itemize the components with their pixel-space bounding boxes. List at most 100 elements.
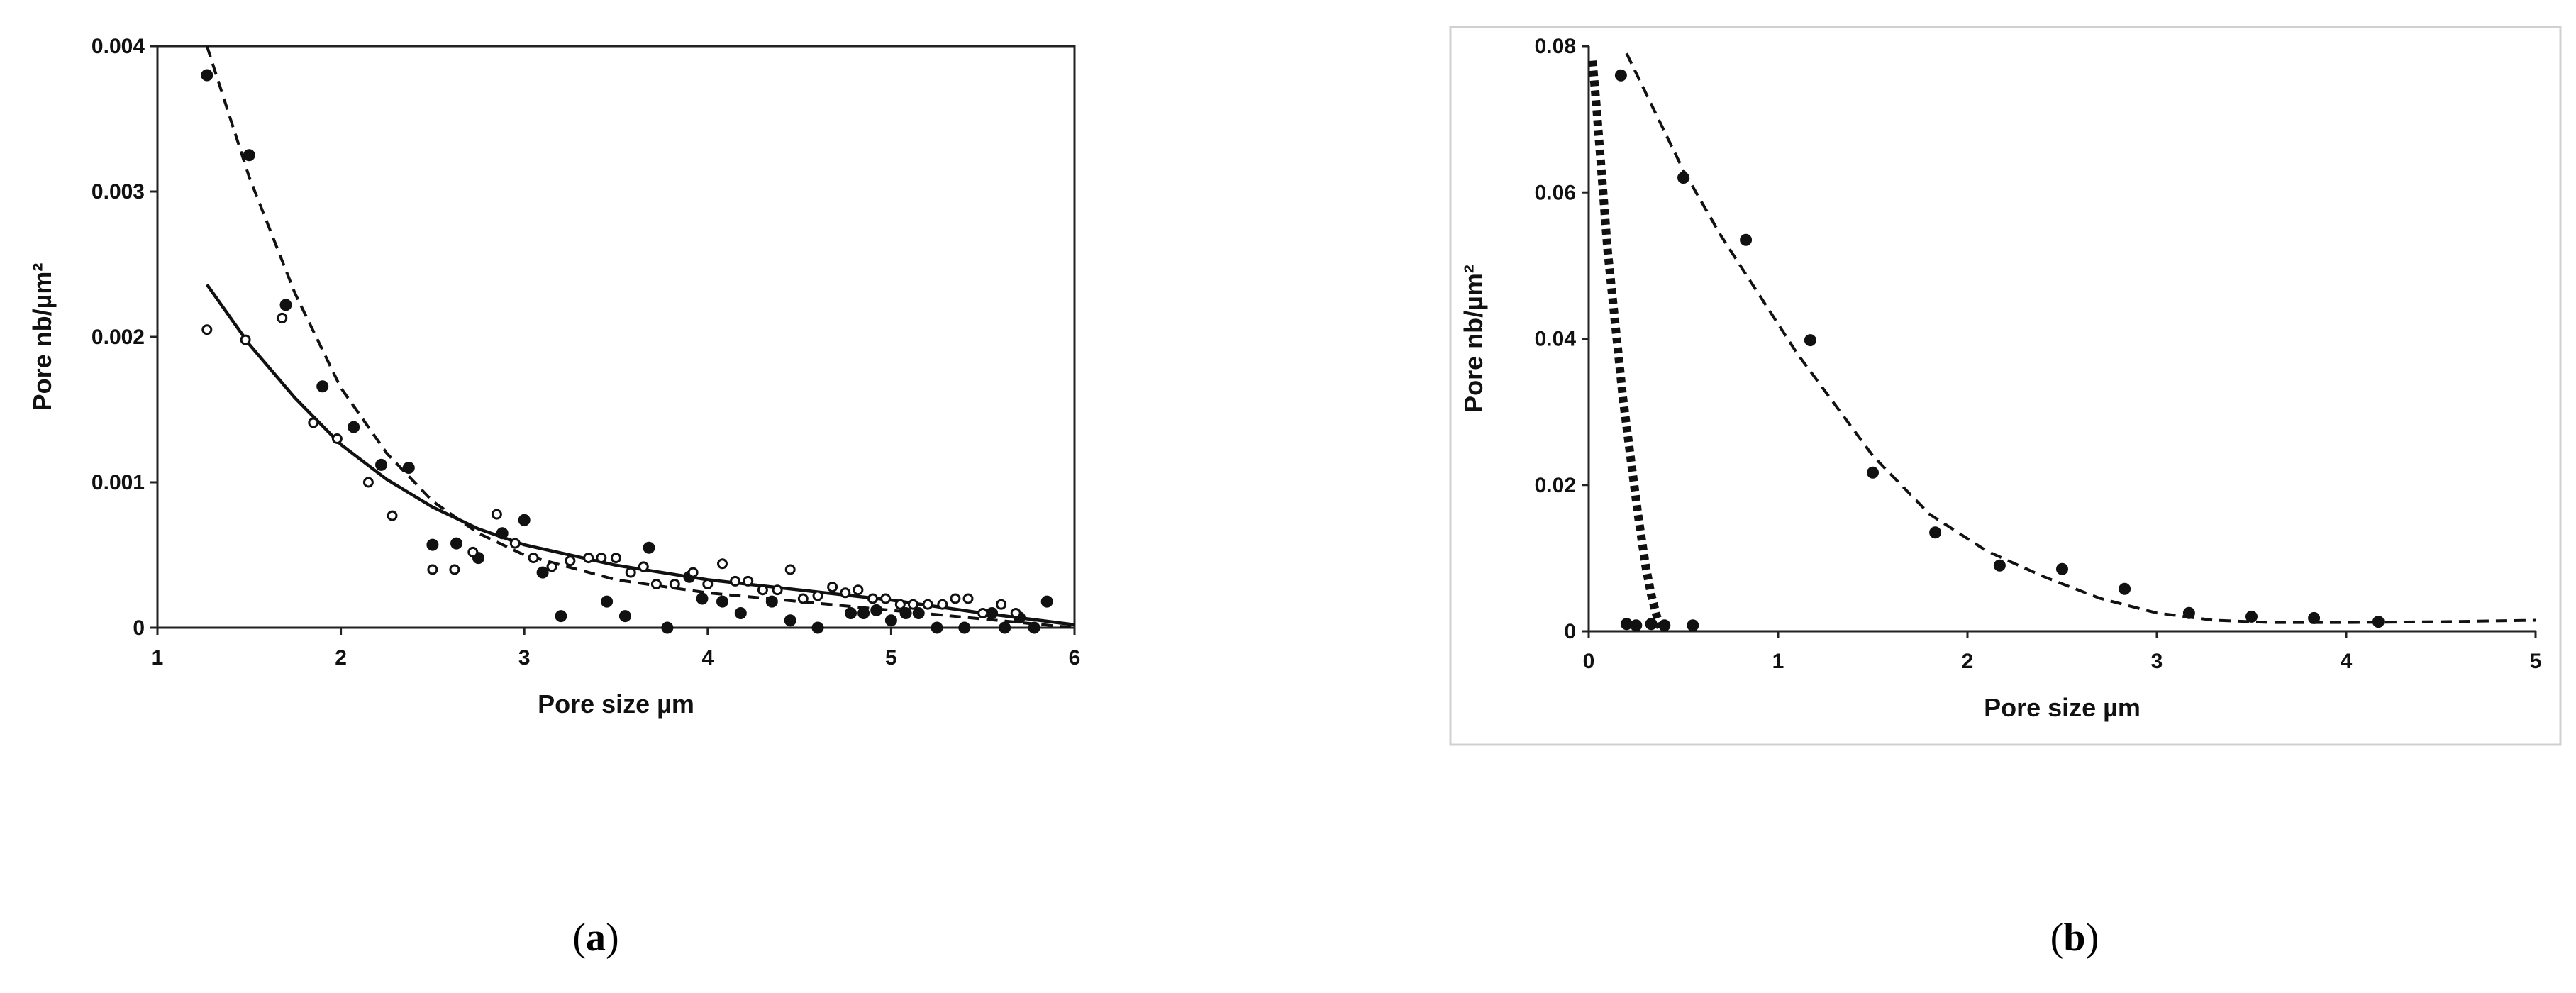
- chart-a-y-tick-labels: 0 0.001 0.002 0.003 0.004: [91, 35, 157, 640]
- chart-a-x-axis-label: Pore size µm: [538, 689, 694, 719]
- chart-a-series-1-point: [308, 417, 319, 428]
- chart-a-series-1-point: [937, 599, 948, 610]
- chart-a-series-0-point: [716, 595, 728, 608]
- chart-a-series-1-point: [240, 334, 251, 345]
- x-tick-label: 1: [152, 646, 164, 670]
- chart-a-series-1-point: [583, 553, 594, 564]
- chart-a-series-1-point: [611, 553, 621, 564]
- chart-a-panel-letter: a: [586, 916, 606, 960]
- chart-a-y-axis-label: Pore nb/µm²: [28, 263, 57, 411]
- y-tick-label: 0.001: [91, 471, 145, 494]
- chart-b-caption: (b): [2050, 916, 2099, 960]
- chart-a-series-1-point: [687, 567, 699, 578]
- chart-a-series-0-point: [243, 149, 255, 162]
- chart-a-series-0-point: [912, 607, 925, 619]
- chart-a-series-0-point: [899, 607, 912, 619]
- chart-a-series-1-point: [996, 599, 1007, 610]
- chart-a-series-0-point: [618, 610, 631, 623]
- chart-b-series-1-point: [1645, 618, 1658, 631]
- chart-a-series-0-point: [1040, 595, 1053, 608]
- chart-b-series-0-point: [1993, 559, 2006, 572]
- chart-b-series-2-line: [1625, 52, 2536, 624]
- chart-a-series-1-point: [528, 553, 539, 564]
- chart-a-series-1-point: [1010, 608, 1021, 618]
- x-tick-label: 5: [885, 646, 897, 670]
- chart-a-series-1-point: [427, 564, 438, 575]
- chart-b-x-axis-label: Pore size µm: [1984, 693, 2141, 722]
- chart-b-axes: [1587, 46, 2536, 633]
- x-tick-label: 3: [2151, 650, 2163, 673]
- chart-a-series-0-point: [536, 566, 549, 579]
- chart-b-y-axis-label: Pore nb/µm²: [1459, 265, 1488, 413]
- chart-a-series-0-point: [696, 592, 709, 605]
- chart-a-series-1-point: [922, 599, 933, 610]
- chart-a-series-0-point: [316, 380, 329, 393]
- chart-b-series-0-point: [2372, 616, 2385, 628]
- y-tick-label: 0: [133, 616, 145, 640]
- chart-b-outer-frame: [1449, 26, 2562, 746]
- chart-a-series-0-point: [784, 614, 796, 627]
- chart-a-series-1-point: [827, 582, 838, 593]
- chart-a-series-1-point: [812, 590, 823, 601]
- chart-a-series-1-point: [625, 567, 636, 578]
- chart-b-data-points: [1614, 69, 2385, 632]
- chart-a-series-1-point: [596, 553, 607, 564]
- chart-a-series-1-point: [638, 561, 649, 572]
- chart-a-series-0-point: [201, 69, 213, 82]
- chart-a-series-1-point: [717, 558, 728, 570]
- x-tick-label: 0: [1583, 650, 1595, 673]
- chart-a-series-1-point: [894, 599, 906, 610]
- x-tick-label: 3: [518, 646, 531, 670]
- y-tick-label: 0.04: [1535, 328, 1577, 351]
- chart-a-series-1-point: [449, 564, 460, 575]
- chart-a-series-1-point: [467, 546, 479, 557]
- chart-a-series-0-point: [765, 595, 778, 608]
- chart-a-series-1-point: [907, 599, 918, 610]
- chart-a-series-1-point: [669, 579, 680, 589]
- chart-a-series-1-point: [880, 593, 892, 604]
- chart-a-series-2-line: [205, 45, 1075, 629]
- chart-a-series-0-point: [811, 621, 824, 634]
- chart-a-series-1-point: [702, 579, 714, 589]
- chart-a-series-1-point: [867, 593, 878, 604]
- chart-b-panel-letter: b: [2063, 916, 2085, 960]
- chart-a-series-0-point: [402, 462, 415, 474]
- chart-a-series-0-point: [375, 458, 387, 471]
- chart-a-series-1-point: [277, 312, 288, 323]
- x-tick-label: 2: [1962, 650, 1974, 673]
- chart-b-series-3-line: [1588, 60, 1665, 629]
- chart-a-series-0-point: [734, 607, 747, 619]
- chart-a-series-0-point: [857, 607, 870, 619]
- chart-a-series-1-point: [331, 433, 343, 444]
- chart-b-x-tick-labels: 0 1 2 3 4 5: [1583, 631, 2541, 673]
- chart-a-series-0-point: [845, 607, 857, 619]
- chart-a-series-1-point: [730, 575, 741, 587]
- chart-b-series-0-point: [2182, 606, 2195, 619]
- chart-a-series-0-point: [518, 514, 531, 526]
- x-tick-label: 4: [701, 646, 714, 670]
- chart-b-series-lines: [1588, 52, 2536, 629]
- chart-a-series-0-point: [661, 621, 674, 634]
- x-tick-label: 2: [335, 646, 347, 670]
- chart-a-series-1-point: [784, 564, 796, 575]
- chart-a-series-1-point: [853, 584, 864, 596]
- chart-a-series-0-point: [426, 538, 439, 551]
- x-tick-label: 4: [2341, 650, 2353, 673]
- y-tick-label: 0.08: [1535, 35, 1576, 58]
- chart-panel-a: 1 2 3 4 5 6 0 0.001 0.002 0.003 0.004 Pore size µ…: [28, 35, 1080, 960]
- y-tick-label: 0.002: [91, 326, 145, 349]
- chart-a-series-1-point: [491, 509, 502, 520]
- chart-b-series-1-point: [1630, 619, 1643, 632]
- chart-b-y-tick-labels: 0 0.02 0.04 0.06 0.08: [1535, 35, 1589, 643]
- chart-b-series-0-point: [1677, 172, 1689, 184]
- chart-b-series-0-point: [1929, 526, 1942, 539]
- chart-b-series-1-point: [1687, 619, 1699, 632]
- x-tick-label: 1: [1772, 650, 1784, 673]
- chart-a-series-0-point: [450, 537, 462, 550]
- chart-a-series-1-point: [977, 608, 989, 618]
- chart-a-series-1-point: [743, 575, 754, 587]
- y-tick-label: 0.02: [1535, 474, 1576, 497]
- chart-a-series-1-point: [962, 593, 974, 604]
- chart-b-series-0-point: [2308, 611, 2321, 624]
